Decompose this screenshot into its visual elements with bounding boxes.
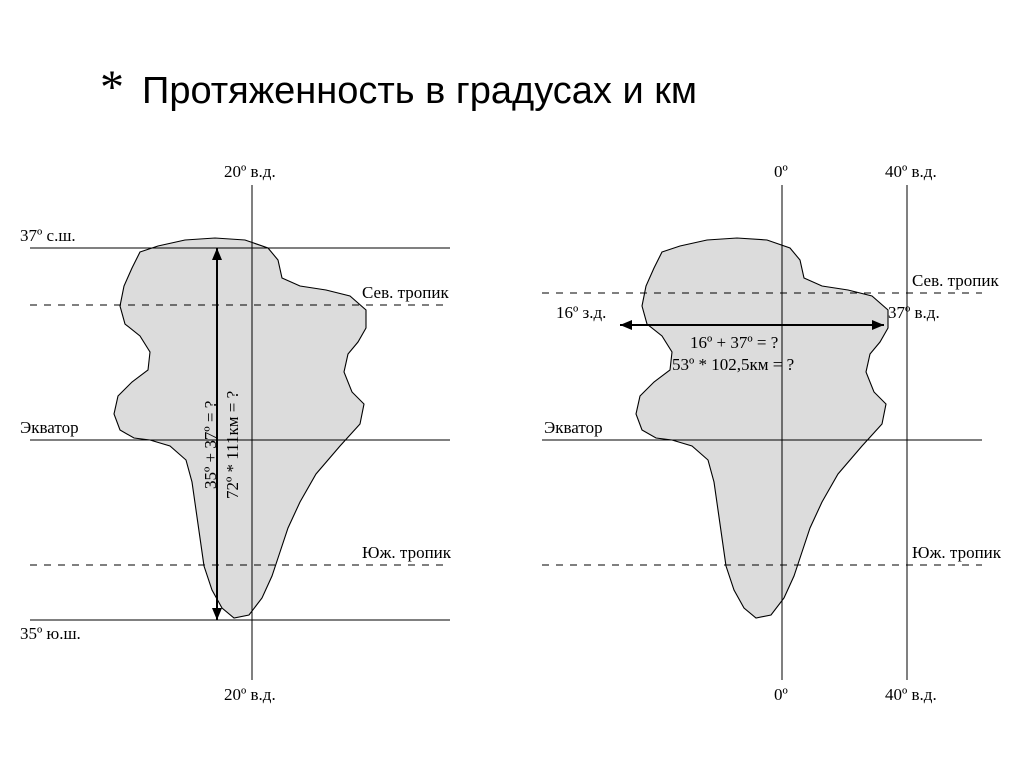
page-title: Протяженность в градусах и км [142,70,697,113]
africa-shape-right [636,238,888,618]
right-panel: 0º 0º 40º в.д. 40º в.д. 16º з.д. 37º в.д… [512,160,1024,720]
right-formula-km: 53º * 102,5км = ? [672,355,794,375]
right-meridian1-top-label: 0º [774,162,788,182]
left-panel: 20º в.д. 20º в.д. 37º с.ш. 35º ю.ш. Сев.… [0,160,512,720]
left-north-tropic-label: Сев. тропик [362,283,449,303]
left-formula-km: 72º * 111км = ? [223,391,243,499]
left-meridian-top-label: 20º в.д. [224,162,276,182]
right-meridian2-bottom-label: 40º в.д. [885,685,937,705]
right-meridian2-top-label: 40º в.д. [885,162,937,182]
panels: 20º в.д. 20º в.д. 37º с.ш. 35º ю.ш. Сев.… [0,160,1024,720]
title-asterisk: * [100,60,124,115]
right-south-tropic-label: Юж. тропик [912,543,1001,563]
left-south-tropic-label: Юж. тропик [362,543,451,563]
right-lon-east-label: 37º в.д. [888,303,940,323]
right-svg [512,160,1024,720]
left-equator-label: Экватор [20,418,79,438]
right-formula-deg: 16º + 37º = ? [690,333,778,353]
right-meridian1-bottom-label: 0º [774,685,788,705]
title-block: * Протяженность в градусах и км [100,60,697,115]
left-formula-deg: 35º + 37º = ? [201,401,221,489]
right-north-tropic-label: Сев. тропик [912,271,999,291]
right-lon-west-label: 16º з.д. [556,303,606,323]
left-lat-south-label: 35º ю.ш. [20,624,81,644]
left-lat-north-label: 37º с.ш. [20,226,76,246]
right-equator-label: Экватор [544,418,603,438]
left-meridian-bottom-label: 20º в.д. [224,685,276,705]
right-arrowhead-left [620,320,632,330]
left-arrowhead-bottom [212,608,222,620]
